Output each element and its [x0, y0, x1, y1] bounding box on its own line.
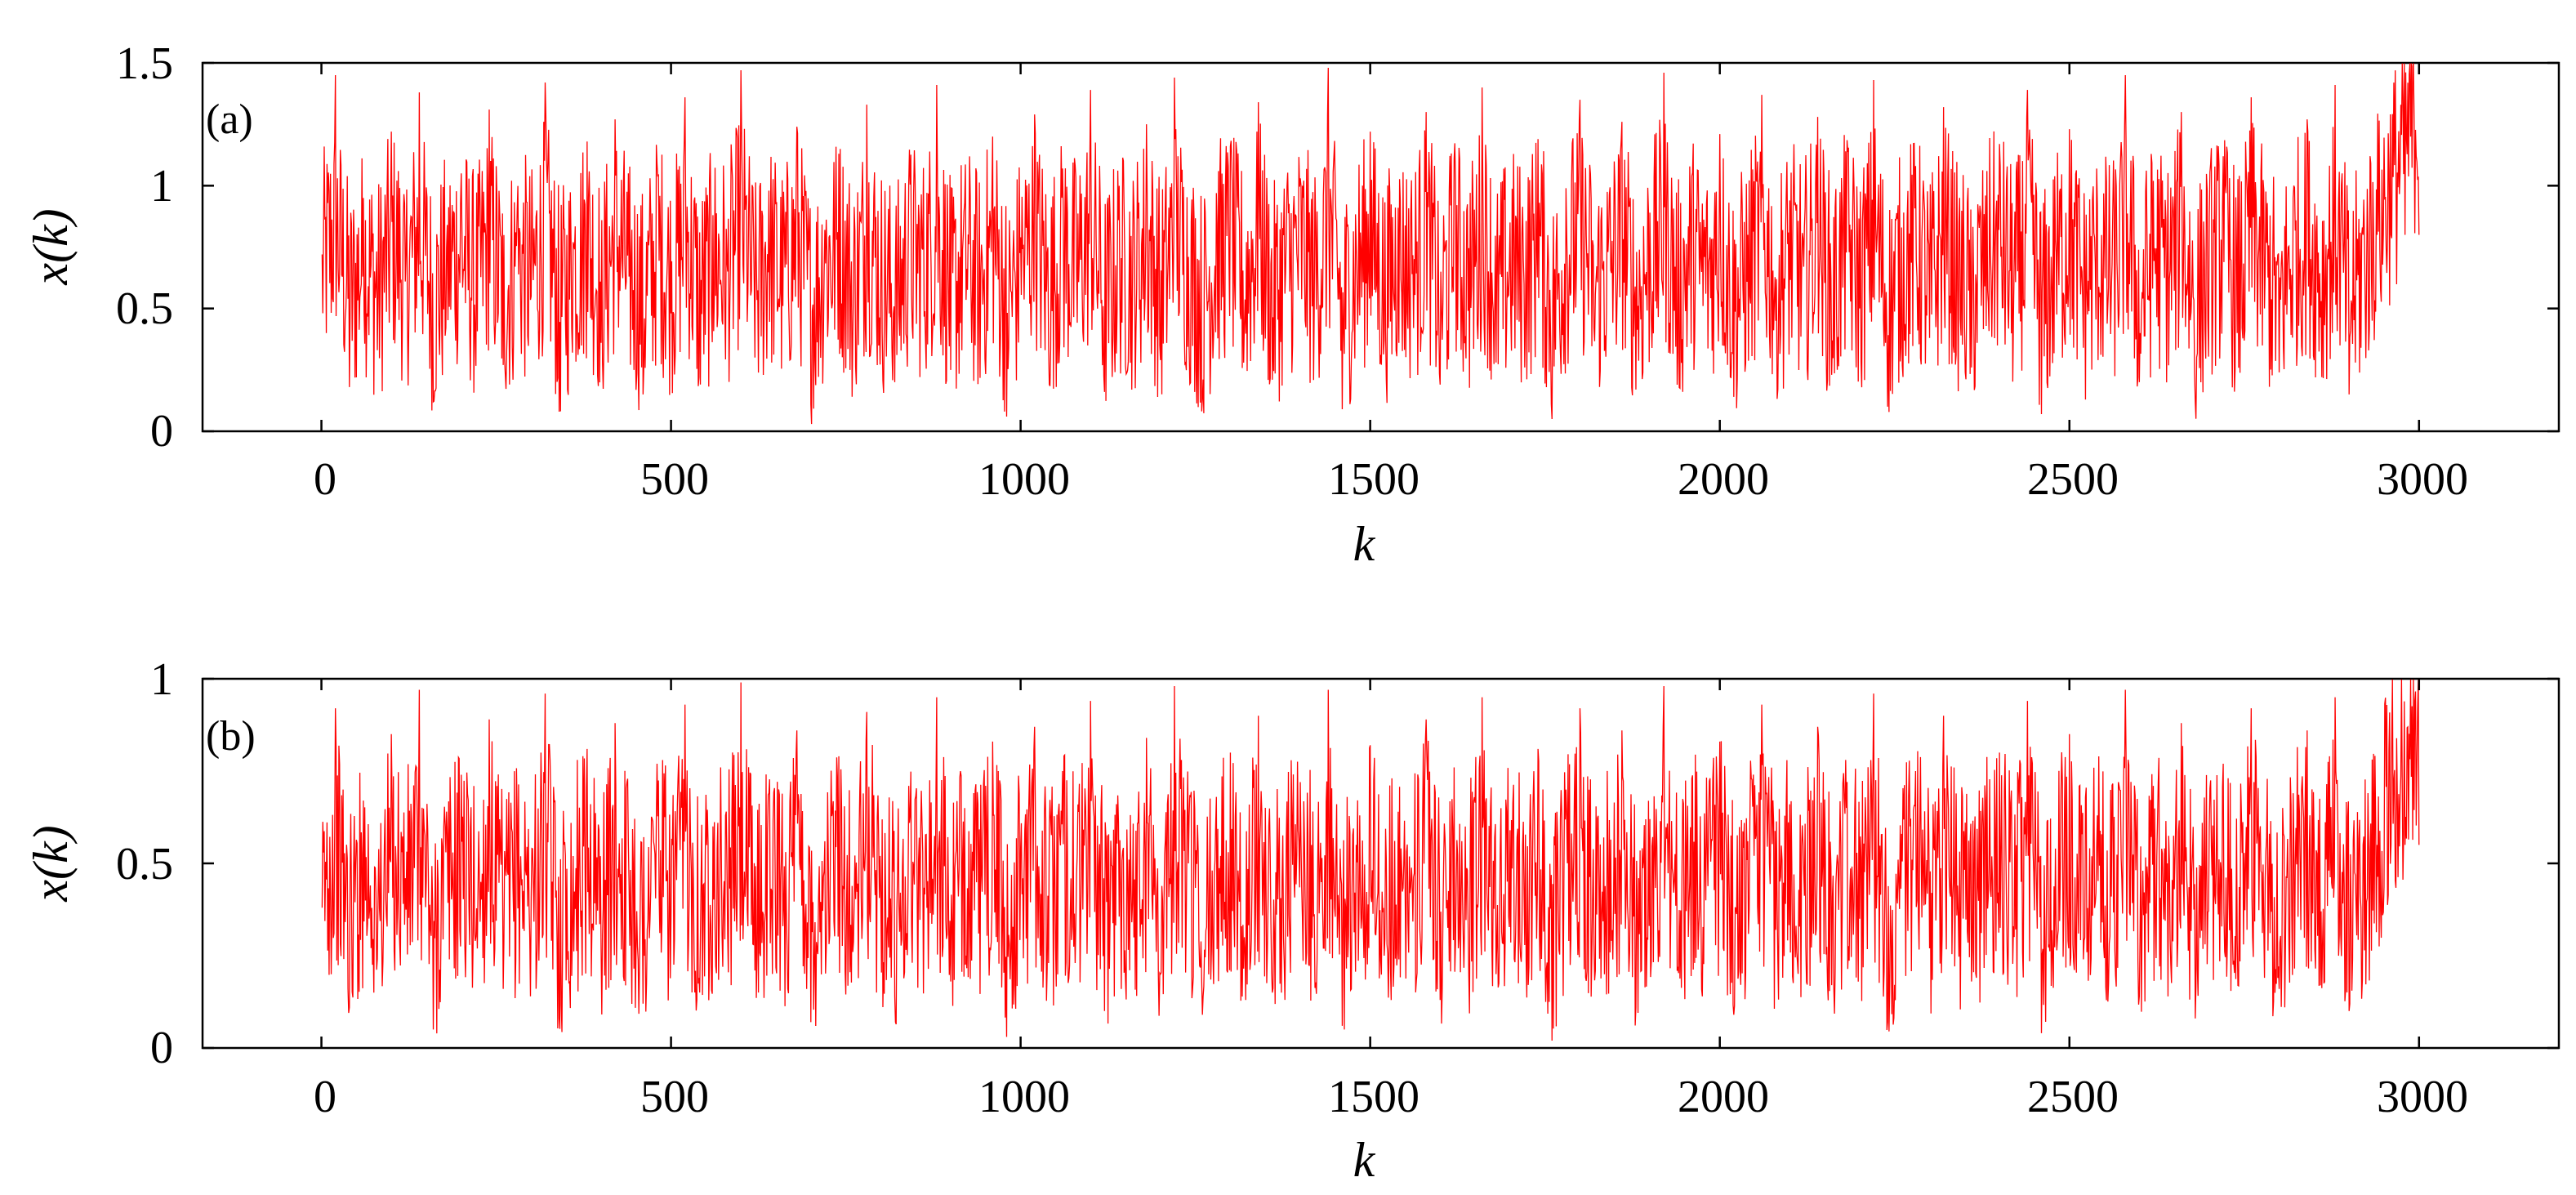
- panel-b-ytick-label: 0.5: [116, 839, 173, 890]
- panel-a-ticks: [203, 61, 2559, 433]
- panel-b-xtick-label: 1500: [1328, 1072, 1419, 1122]
- panel-b-x-axis-label: k: [1353, 1133, 1376, 1187]
- panel-b-series-line: [321, 679, 2420, 1041]
- panel-a-xtick-label: 3000: [2377, 454, 2468, 505]
- panel-b-y-axis-label: x(k): [24, 825, 78, 902]
- panel-a-ytick-label: 0.5: [116, 283, 173, 334]
- panel-b-label: (b): [206, 713, 256, 760]
- panel-a: 0 0.5 1 1.5 0 500 1000 1500 2000 2500 30…: [24, 38, 2560, 571]
- panel-b-xtick-label: 500: [640, 1072, 709, 1122]
- panel-a-xtick-label: 500: [640, 454, 709, 505]
- panel-a-ytick-label: 1.5: [116, 38, 173, 89]
- panel-a-xtick-label: 0: [314, 454, 336, 505]
- panel-b-xtick-label: 3000: [2377, 1072, 2468, 1122]
- panel-b-series: [321, 679, 2420, 1041]
- panel-a-xtick-label: 2000: [1678, 454, 1769, 505]
- panel-a-plot-frame: [201, 61, 2560, 433]
- panel-a-series-line: [321, 63, 2420, 425]
- panel-a-ytick-label: 0: [150, 406, 173, 457]
- panel-b-xtick-label: 0: [314, 1072, 336, 1122]
- panel-b-ytick-label: 1: [150, 654, 173, 705]
- panel-a-xtick-label: 1000: [978, 454, 1070, 505]
- panel-a-label: (a): [206, 96, 253, 143]
- panel-b-xtick-label: 2000: [1678, 1072, 1769, 1122]
- panel-b-ticks: [203, 677, 2559, 1050]
- panel-a-xtick-label: 2500: [2027, 454, 2119, 505]
- panel-b: 0 0.5 1 0 500 1000 1500 2000 2500 3000 k…: [24, 654, 2560, 1187]
- panel-b-xtick-label: 1000: [978, 1072, 1070, 1122]
- panel-a-ytick-label: 1: [150, 161, 173, 212]
- panel-b-ytick-label: 0: [150, 1023, 173, 1073]
- panel-a-xtick-label: 1500: [1328, 454, 1419, 505]
- panel-b-xtick-label: 2500: [2027, 1072, 2119, 1122]
- panel-a-x-axis-label: k: [1353, 517, 1376, 571]
- panel-a-y-axis-label: x(k): [24, 208, 78, 285]
- panel-a-series: [321, 63, 2420, 425]
